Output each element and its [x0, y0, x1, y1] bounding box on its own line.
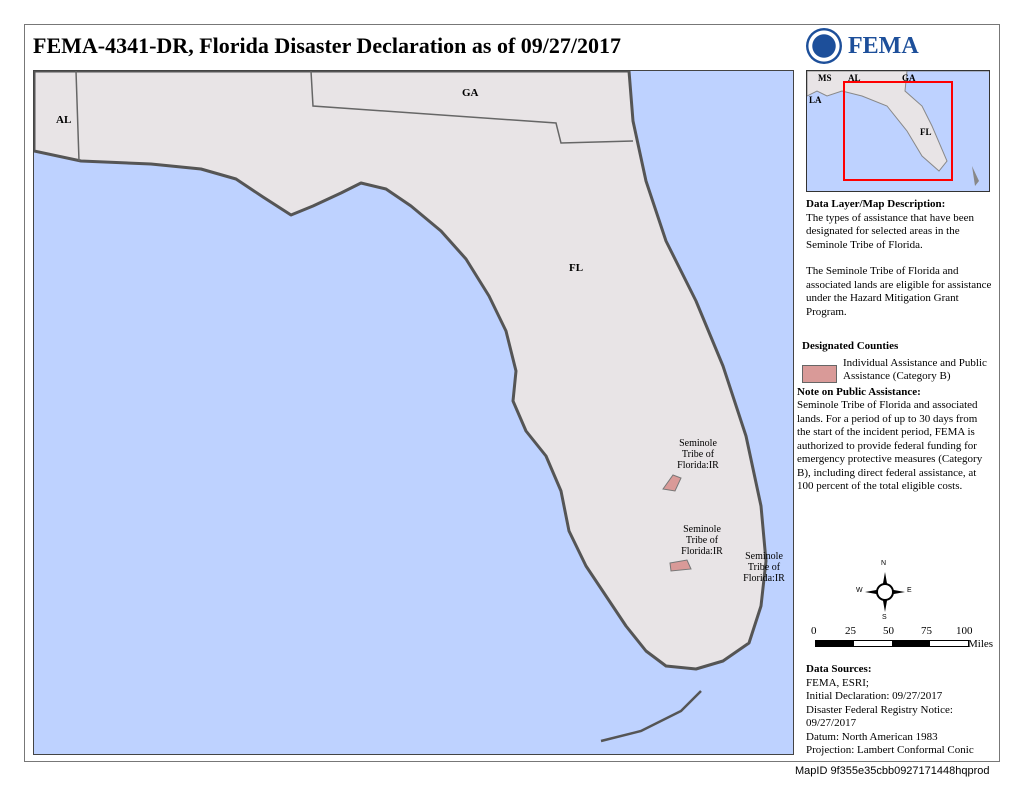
land	[32, 69, 768, 671]
scale-bar-graphic	[815, 640, 969, 647]
compass-w: W	[856, 587, 863, 594]
description-text: The Seminole Tribe of Florida and associ…	[806, 265, 992, 318]
scale-bar: 0 25 50 75 100 Miles	[805, 625, 1005, 655]
inset-svg	[807, 71, 989, 186]
state-label-al: AL	[56, 114, 72, 126]
tribe-label: Seminole Tribe of Florida:IR	[677, 438, 719, 471]
source-line: Datum: North American 1983	[806, 730, 938, 743]
inset-label: AL	[848, 73, 861, 83]
inset-label: LA	[809, 95, 822, 105]
sources-heading: Data Sources:	[806, 663, 872, 675]
tribe-label: Seminole Tribe of Florida:IR	[681, 524, 723, 557]
scale-tick: 75	[921, 625, 932, 637]
tribe-area-2	[669, 559, 692, 572]
note-heading: Note on Public Assistance:	[797, 385, 921, 398]
inset-label: FL	[920, 127, 932, 137]
inset-map: MS AL GA LA FL	[806, 70, 990, 192]
state-label-ga: GA	[462, 87, 479, 99]
dhs-seal-icon	[806, 28, 842, 64]
source-line: Initial Declaration: 09/27/2017	[806, 690, 943, 702]
map-svg	[32, 69, 795, 756]
description-heading: Data Layer/Map Description:	[806, 198, 946, 210]
inset-extent-box	[843, 81, 953, 181]
side-panel: Data Layer/Map Description: The types of…	[797, 70, 993, 494]
map-frame	[24, 24, 1000, 762]
scale-tick: 0	[811, 625, 817, 637]
inset-label: MS	[818, 73, 832, 83]
description-text: The types of assistance that have been d…	[806, 211, 974, 251]
map-id: MapID 9f355e35cbb0927171448hqprod	[795, 765, 990, 777]
logo-text: FEMA	[848, 32, 919, 59]
source-line: Disaster Federal Registry Notice: 09/27/…	[806, 703, 953, 730]
inset-label: GA	[902, 73, 916, 83]
fema-logo: FEMA	[806, 28, 919, 64]
compass-s: S	[882, 614, 887, 621]
data-sources: Data Sources: FEMA, ESRI; Initial Declar…	[806, 663, 991, 758]
tribe-area-1	[662, 474, 682, 492]
source-line: Projection: Lambert Conformal Conic	[806, 744, 974, 756]
legend-swatch	[802, 364, 837, 383]
compass-n: N	[881, 560, 887, 567]
state-label-fl: FL	[569, 262, 584, 274]
page-title: FEMA-4341-DR, Florida Disaster Declarati…	[33, 33, 622, 58]
scale-tick: 25	[845, 625, 856, 637]
source-line: FEMA, ESRI;	[806, 676, 869, 689]
legend-item-label: Individual Assistance and Public Assista…	[843, 356, 987, 383]
legend-heading: Designated Counties	[802, 340, 899, 352]
scale-unit: Miles	[968, 638, 994, 650]
main-map[interactable]: AL GA FL Seminole Tribe of Florida:IR Se…	[32, 69, 795, 756]
florida-keys	[600, 690, 702, 743]
scale-tick: 100	[956, 625, 973, 637]
tribe-label: Seminole Tribe of Florida:IR	[743, 551, 785, 584]
compass-e: E	[907, 587, 912, 594]
state-border	[75, 70, 634, 162]
compass-rose-icon: N S E W	[855, 560, 915, 622]
scale-tick: 50	[883, 625, 894, 637]
note-text: Seminole Tribe of Florida and associated…	[797, 399, 983, 492]
